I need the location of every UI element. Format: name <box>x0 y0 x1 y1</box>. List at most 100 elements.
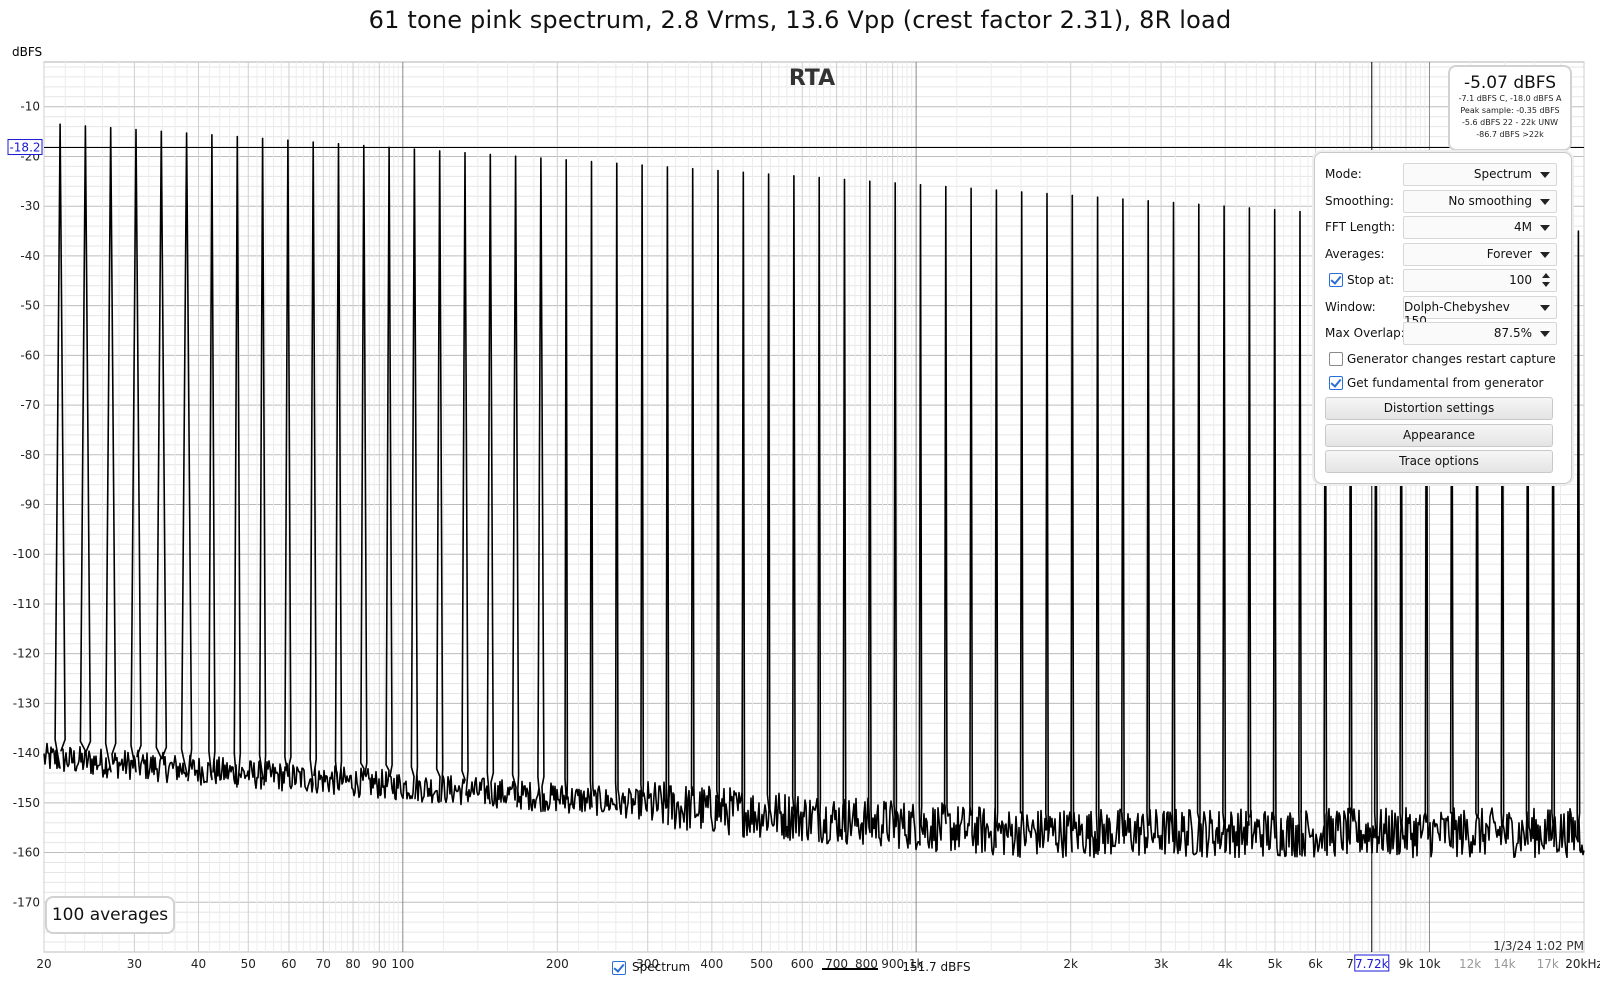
timestamp: 1/3/24 1:02 PM <box>1493 939 1584 953</box>
overlap-value: 87.5% <box>1493 326 1532 340</box>
legend-checkbox[interactable] <box>612 961 626 975</box>
readout-line: -7.1 dBFS C, -18.0 dBFS A <box>1458 94 1562 103</box>
fft-value: 4M <box>1514 220 1532 234</box>
x-tick-label: 60 <box>281 957 296 971</box>
stop-label: Stop at: <box>1347 273 1395 287</box>
stop-value: 100 <box>1509 273 1532 287</box>
cursor-y-label: -18.2 <box>9 141 40 155</box>
averages-row: Averages: Forever <box>1325 243 1561 266</box>
x-tick-label: 200 <box>546 957 569 971</box>
window-label: Window: <box>1325 300 1376 314</box>
chevron-down-icon <box>1540 331 1550 337</box>
gen-restart-row: Generator changes restart capture <box>1325 348 1561 370</box>
mode-value: Spectrum <box>1473 167 1532 181</box>
level-readout: -5.07 dBFS -7.1 dBFS C, -18.0 dBFS A Pea… <box>1448 65 1572 151</box>
smoothing-select[interactable]: No smoothing <box>1403 190 1557 213</box>
spin-up-icon[interactable] <box>1542 273 1550 278</box>
get-fund-row: Get fundamental from generator <box>1325 372 1561 394</box>
x-tick-label: 600 <box>791 957 814 971</box>
x-tick-label: 30 <box>127 957 142 971</box>
x-tick-label: 14k <box>1493 957 1515 971</box>
y-unit-label: dBFS <box>12 45 42 59</box>
chevron-down-icon <box>1540 172 1550 178</box>
x-tick-label: 6k <box>1308 957 1323 971</box>
overlap-select[interactable]: 87.5% <box>1403 322 1557 345</box>
fft-select[interactable]: 4M <box>1403 216 1557 239</box>
averages-value: Forever <box>1486 247 1532 261</box>
stop-spinbox[interactable]: 100 <box>1403 269 1557 292</box>
x-tick-label: 5k <box>1268 957 1283 971</box>
chevron-down-icon <box>1540 199 1550 205</box>
y-tick-label: -120 <box>13 647 40 661</box>
x-tick-label: 70 <box>316 957 331 971</box>
readout-line: -5.6 dBFS 22 - 22k UNW <box>1461 118 1559 127</box>
x-tick-label: 400 <box>700 957 723 971</box>
fft-label: FFT Length: <box>1325 220 1396 234</box>
stop-checkbox[interactable] <box>1329 273 1343 287</box>
spectrum-trace <box>43 123 1585 859</box>
x-tick-label: 4k <box>1218 957 1233 971</box>
x-tick-label: 300 <box>636 957 659 971</box>
y-tick-label: -10 <box>20 100 40 114</box>
chevron-down-icon <box>1540 305 1550 311</box>
x-tick-label: 12k <box>1459 957 1481 971</box>
x-tick-label: 700 <box>825 957 848 971</box>
y-tick-label: -150 <box>13 796 40 810</box>
x-tick-labels: 20 30 40 50 60 70 80 90 100 200 300 400 500 600 700 800… <box>36 957 1600 971</box>
y-tick-labels: -10-20-30-40-50-60-70-80-90-100-110-120-… <box>13 100 40 910</box>
y-tick-label: -100 <box>13 547 40 561</box>
overlap-label: Max Overlap: <box>1325 326 1405 340</box>
y-tick-label: -90 <box>20 498 40 512</box>
gen-restart-label: Generator changes restart capture <box>1347 352 1556 366</box>
readout-line: -86.7 dBFS >22k <box>1476 130 1544 139</box>
gen-restart-checkbox[interactable] <box>1329 352 1343 366</box>
x-tick-label: 80 <box>345 957 360 971</box>
appearance-button[interactable]: Appearance <box>1325 424 1553 447</box>
x-tick-label: 9k <box>1399 957 1414 971</box>
overlap-row: Max Overlap: 87.5% <box>1325 322 1561 345</box>
mode-select[interactable]: Spectrum <box>1403 163 1557 186</box>
cursor-x-box <box>1354 954 1390 972</box>
cursor-x-label: 7.72k <box>1355 957 1389 971</box>
smoothing-label: Smoothing: <box>1325 194 1394 208</box>
window-row: Window: Dolph-Chebyshev 150 <box>1325 296 1561 328</box>
legend-value: -151.7 dBFS <box>898 960 971 974</box>
y-tick-label: -30 <box>20 199 40 213</box>
fft-row: FFT Length: 4M <box>1325 216 1561 239</box>
readout-main: -5.07 dBFS <box>1463 73 1557 93</box>
y-tick-label: -110 <box>13 597 40 611</box>
plot-label: RTA <box>789 66 835 91</box>
averages-label: Averages: <box>1325 247 1385 261</box>
stop-row: Stop at: 100 <box>1325 269 1561 292</box>
window-select[interactable]: Dolph-Chebyshev 150 <box>1403 296 1557 328</box>
get-fund-checkbox[interactable] <box>1329 376 1343 390</box>
trace-options-button[interactable]: Trace options <box>1325 450 1553 473</box>
x-tick-label: 17k <box>1537 957 1559 971</box>
y-tick-label: -170 <box>13 895 40 909</box>
legend-line-swatch <box>822 968 878 970</box>
x-tick-label: 10k <box>1418 957 1440 971</box>
distortion-settings-button[interactable]: Distortion settings <box>1325 397 1553 420</box>
get-fund-label: Get fundamental from generator <box>1347 376 1544 390</box>
chart-title: 61 tone pink spectrum, 2.8 Vrms, 13.6 Vp… <box>368 6 1232 34</box>
cursors: -18.2 7.72k <box>7 62 1584 972</box>
y-tick-label: -160 <box>13 846 40 860</box>
mode-label: Mode: <box>1325 167 1362 181</box>
averages-select[interactable]: Forever <box>1403 243 1557 266</box>
x-tick-label: 900 <box>881 957 904 971</box>
x-tick-label: 800 <box>855 957 878 971</box>
x-tick-label: 1k <box>909 957 924 971</box>
spin-down-icon[interactable] <box>1542 282 1550 287</box>
x-tick-label: 50 <box>241 957 256 971</box>
y-tick-label: -140 <box>13 746 40 760</box>
x-tick-label: 3k <box>1154 957 1169 971</box>
smoothing-value: No smoothing <box>1448 194 1532 208</box>
smoothing-row: Smoothing: No smoothing <box>1325 190 1561 213</box>
mode-row: Mode: Spectrum <box>1325 163 1561 186</box>
x-tick-label: 2k <box>1063 957 1078 971</box>
x-tick-label: 500 <box>750 957 773 971</box>
y-tick-label: -70 <box>20 398 40 412</box>
x-tick-label: 40 <box>191 957 206 971</box>
y-tick-label: -130 <box>13 696 40 710</box>
